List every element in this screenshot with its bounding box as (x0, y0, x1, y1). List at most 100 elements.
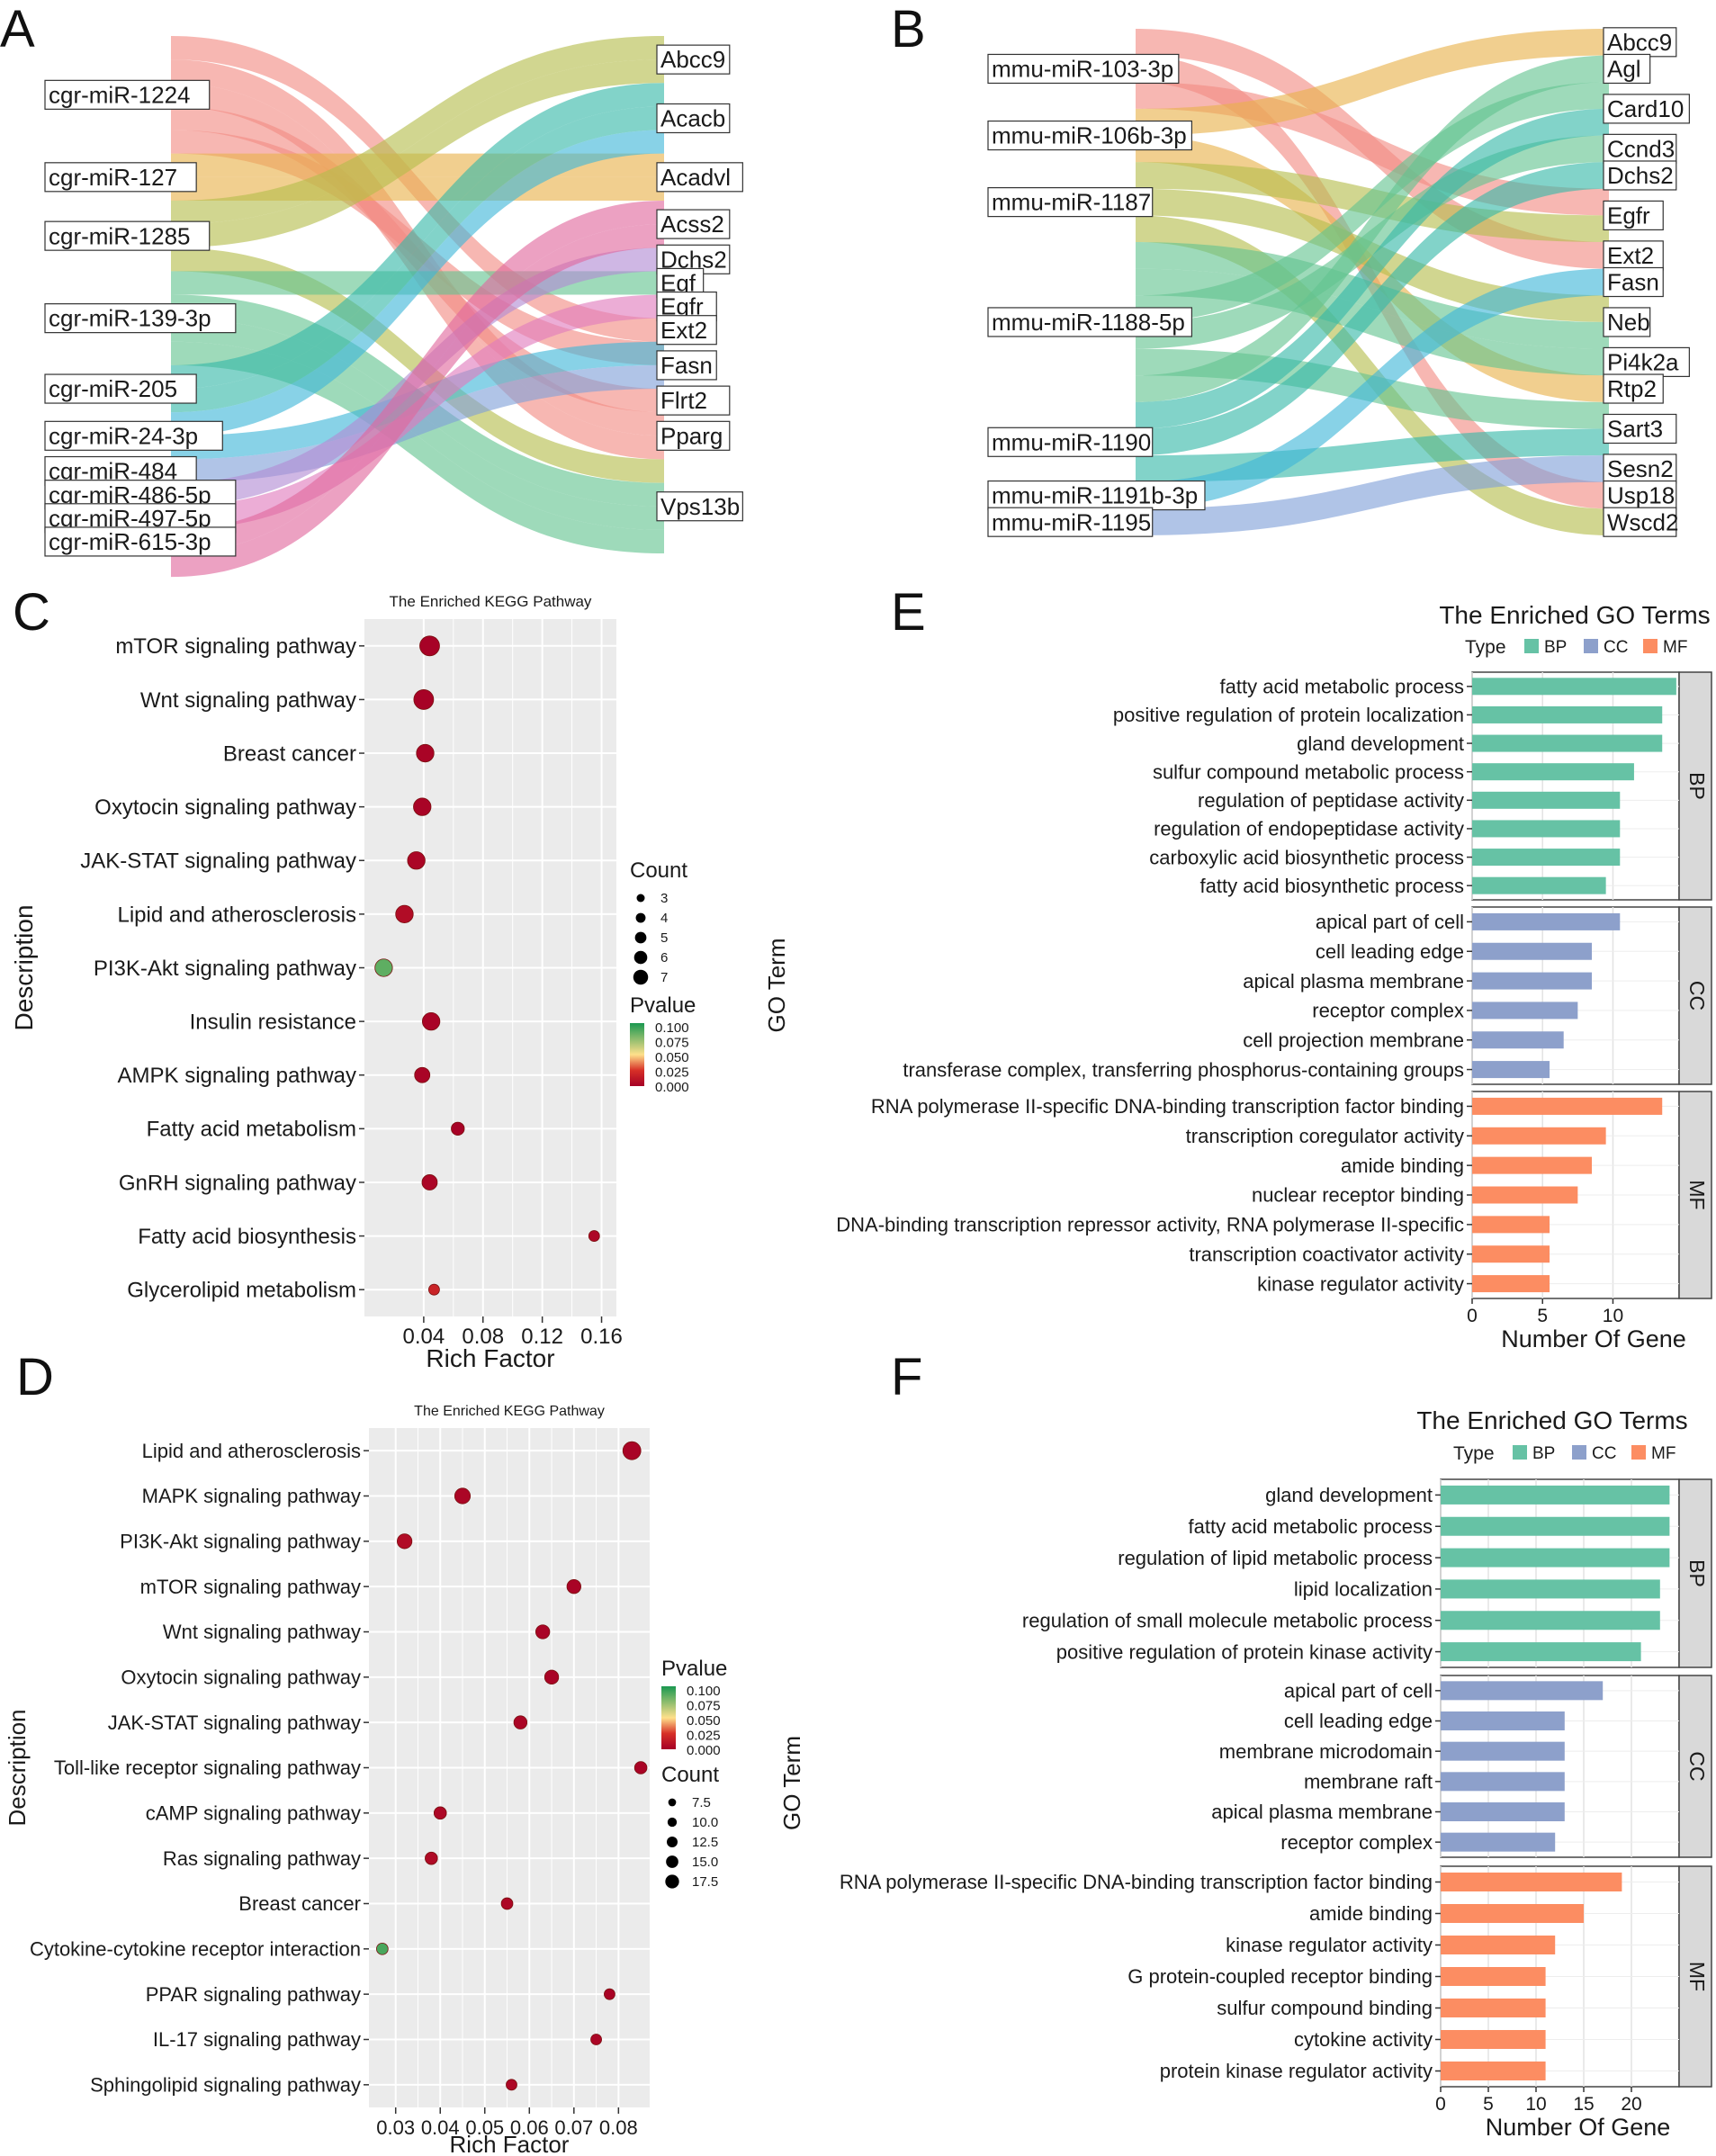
go-f-strip-label: BP (1685, 1559, 1709, 1587)
kegg-c-category-label: PI3K-Akt signaling pathway (94, 957, 356, 981)
go-e-bar (1472, 1031, 1564, 1049)
kegg-d-category-label: Wnt signaling pathway (163, 1621, 361, 1643)
sankey-a-source-label: cgr-miR-205 (49, 375, 177, 402)
kegg-c-color-legend-label: 0.025 (655, 1065, 689, 1081)
go-f-strip (1678, 1675, 1712, 1858)
kegg-c-size-legend-dot (636, 894, 645, 903)
go-e-strip-label: CC (1685, 981, 1709, 1011)
kegg-c-category-label: Lipid and atherosclerosis (118, 903, 357, 927)
sankey-b-target-label: Dchs2 (1607, 162, 1674, 189)
kegg-c-category-label: Breast cancer (223, 741, 356, 766)
go-e-bar (1472, 912, 1621, 930)
kegg-d-category-label: Ras signaling pathway (163, 1847, 361, 1870)
sankey-a-target-label: Abcc9 (660, 46, 725, 73)
go-e-legend-label: MF (1663, 638, 1687, 657)
kegg-d-size-legend-dot (668, 1798, 677, 1807)
sankey-a-link-21 (171, 200, 664, 554)
sankey-a-target-label-box (656, 385, 731, 416)
go-e-category-label: sulfur compound metabolic process (1153, 760, 1464, 783)
kegg-d-xlabel: Rich Factor (450, 2131, 570, 2156)
kegg-d-category-label: cAMP signaling pathway (146, 1802, 361, 1825)
go-e-category-label: nuclear receptor binding (1252, 1184, 1464, 1207)
kegg-c-category-label: JAK-STAT signaling pathway (80, 849, 356, 874)
kegg-c-tick-label: 0.08 (462, 1325, 504, 1349)
go-f-bar (1441, 2062, 1546, 2080)
sankey-a-link-9 (171, 247, 664, 483)
go-f-category-label: regulation of lipid metabolic process (1118, 1547, 1433, 1569)
go-f-facet-panel (1440, 1478, 1680, 1668)
sankey-a-source-label-box (44, 526, 237, 557)
go-f-bar (1441, 1681, 1604, 1701)
sankey-b-target-label-box (1603, 373, 1664, 404)
sankey-b-target-label-box (1603, 346, 1690, 377)
sankey-b-target-label: Pi4k2a (1607, 348, 1679, 375)
go-e-bar (1472, 942, 1592, 960)
kegg-d-category-label: Sphingolipid signaling pathway (90, 2074, 361, 2097)
kegg-c-category-label: Wnt signaling pathway (140, 688, 356, 713)
go-e-category-label: RNA polymerase II-specific DNA-binding t… (871, 1095, 1464, 1118)
kegg-c-category-label: Glycerolipid metabolism (127, 1279, 356, 1303)
kegg-d-size-legend-dot (665, 1874, 679, 1889)
sankey-b-target-label-box (1603, 200, 1664, 231)
sankey-b-link-15 (1136, 162, 1609, 456)
go-e-bar (1472, 763, 1634, 781)
kegg-c-size-legend-dot (635, 912, 646, 923)
go-e-category-label: transcription coactivator activity (1189, 1243, 1464, 1265)
panel-letter-a: A (0, 0, 35, 58)
go-f-category-label: G protein-coupled receptor binding (1128, 1965, 1433, 1988)
kegg-dotplot-d: 0.03 0.04 0.05 0.06 0.07 0.08 Lipid and athero… (4, 1404, 727, 2156)
sankey-b-target-label: Wscd2 (1607, 508, 1678, 535)
sankey-b-link-10 (1136, 82, 1609, 322)
sankey-b-link-18 (1136, 455, 1609, 535)
kegg-d-point (500, 1897, 514, 1910)
go-e-strip (1678, 906, 1712, 1085)
kegg-d-category-label: PI3K-Akt signaling pathway (120, 1531, 361, 1553)
kegg-c-size-legend-label: 5 (660, 930, 668, 946)
kegg-d-title: The Enriched KEGG Pathway (414, 1404, 605, 1419)
go-e-legend-swatch (1584, 639, 1598, 653)
go-f-legend-swatch (1572, 1445, 1586, 1460)
kegg-c-size-legend-label: 3 (660, 891, 668, 906)
go-f-bar (1441, 1999, 1546, 2017)
kegg-d-tick-label: 0.05 (465, 2116, 504, 2139)
kegg-c-point (395, 904, 414, 924)
kegg-c-tick-label: 0.16 (580, 1325, 623, 1349)
kegg-d-point (633, 1761, 648, 1774)
go-f-bar (1441, 1832, 1556, 1852)
kegg-d-point (590, 2034, 602, 2045)
go-f-bar (1441, 1772, 1565, 1792)
kegg-dotplot-c: 0.04 0.08 0.12 0.16 mTOR signaling pathway Wn… (10, 593, 696, 1372)
go-f-category-label: receptor complex (1280, 1831, 1433, 1854)
go-e-bar (1472, 678, 1676, 696)
sankey-a-target-label: Ext2 (660, 317, 707, 344)
go-e-category-label: amide binding (1341, 1154, 1464, 1177)
go-f-tick-label: 20 (1621, 2094, 1641, 2115)
kegg-c-tick-label: 0.04 (403, 1325, 445, 1349)
sankey-panel-a: cgr-miR-1224 cgr-miR-127 cgr-miR-1285 cgr-m… (44, 36, 743, 578)
go-e-bar (1472, 849, 1621, 867)
kegg-c-title: The Enriched KEGG Pathway (390, 593, 592, 610)
sankey-a-target-label-box (656, 420, 731, 451)
go-f-legend-swatch (1631, 1445, 1646, 1460)
go-e-bar (1472, 1216, 1550, 1234)
kegg-c-point (374, 958, 393, 977)
go-e-tick-label: 5 (1537, 1306, 1548, 1326)
go-e-bar (1472, 1061, 1550, 1079)
kegg-c-category-label: AMPK signaling pathway (118, 1064, 356, 1088)
sankey-a-target-label: Acadvl (660, 164, 731, 191)
go-e-category-label: gland development (1297, 732, 1464, 755)
kegg-d-color-legend-label: 0.075 (687, 1699, 721, 1714)
sankey-b-target-label: Sesn2 (1607, 455, 1674, 482)
go-f-strip (1678, 1865, 1712, 2088)
sankey-a-target-label: Acss2 (660, 211, 724, 238)
sankey-b-source-label: mmu-miR-103-3p (992, 56, 1173, 83)
sankey-a-target-label-box (656, 162, 743, 193)
sankey-a-link-16 (171, 130, 664, 436)
kegg-d-point (535, 1624, 551, 1639)
kegg-d-size-legend-dot (667, 1817, 678, 1828)
go-f-category-label: protein kinase regulator activity (1160, 2060, 1433, 2082)
go-e-bar (1472, 1245, 1550, 1263)
kegg-d-tick-label: 0.06 (510, 2116, 549, 2139)
go-e-category-label: regulation of peptidase activity (1198, 789, 1464, 812)
sankey-b-source-label: mmu-miR-1187 (992, 189, 1151, 216)
